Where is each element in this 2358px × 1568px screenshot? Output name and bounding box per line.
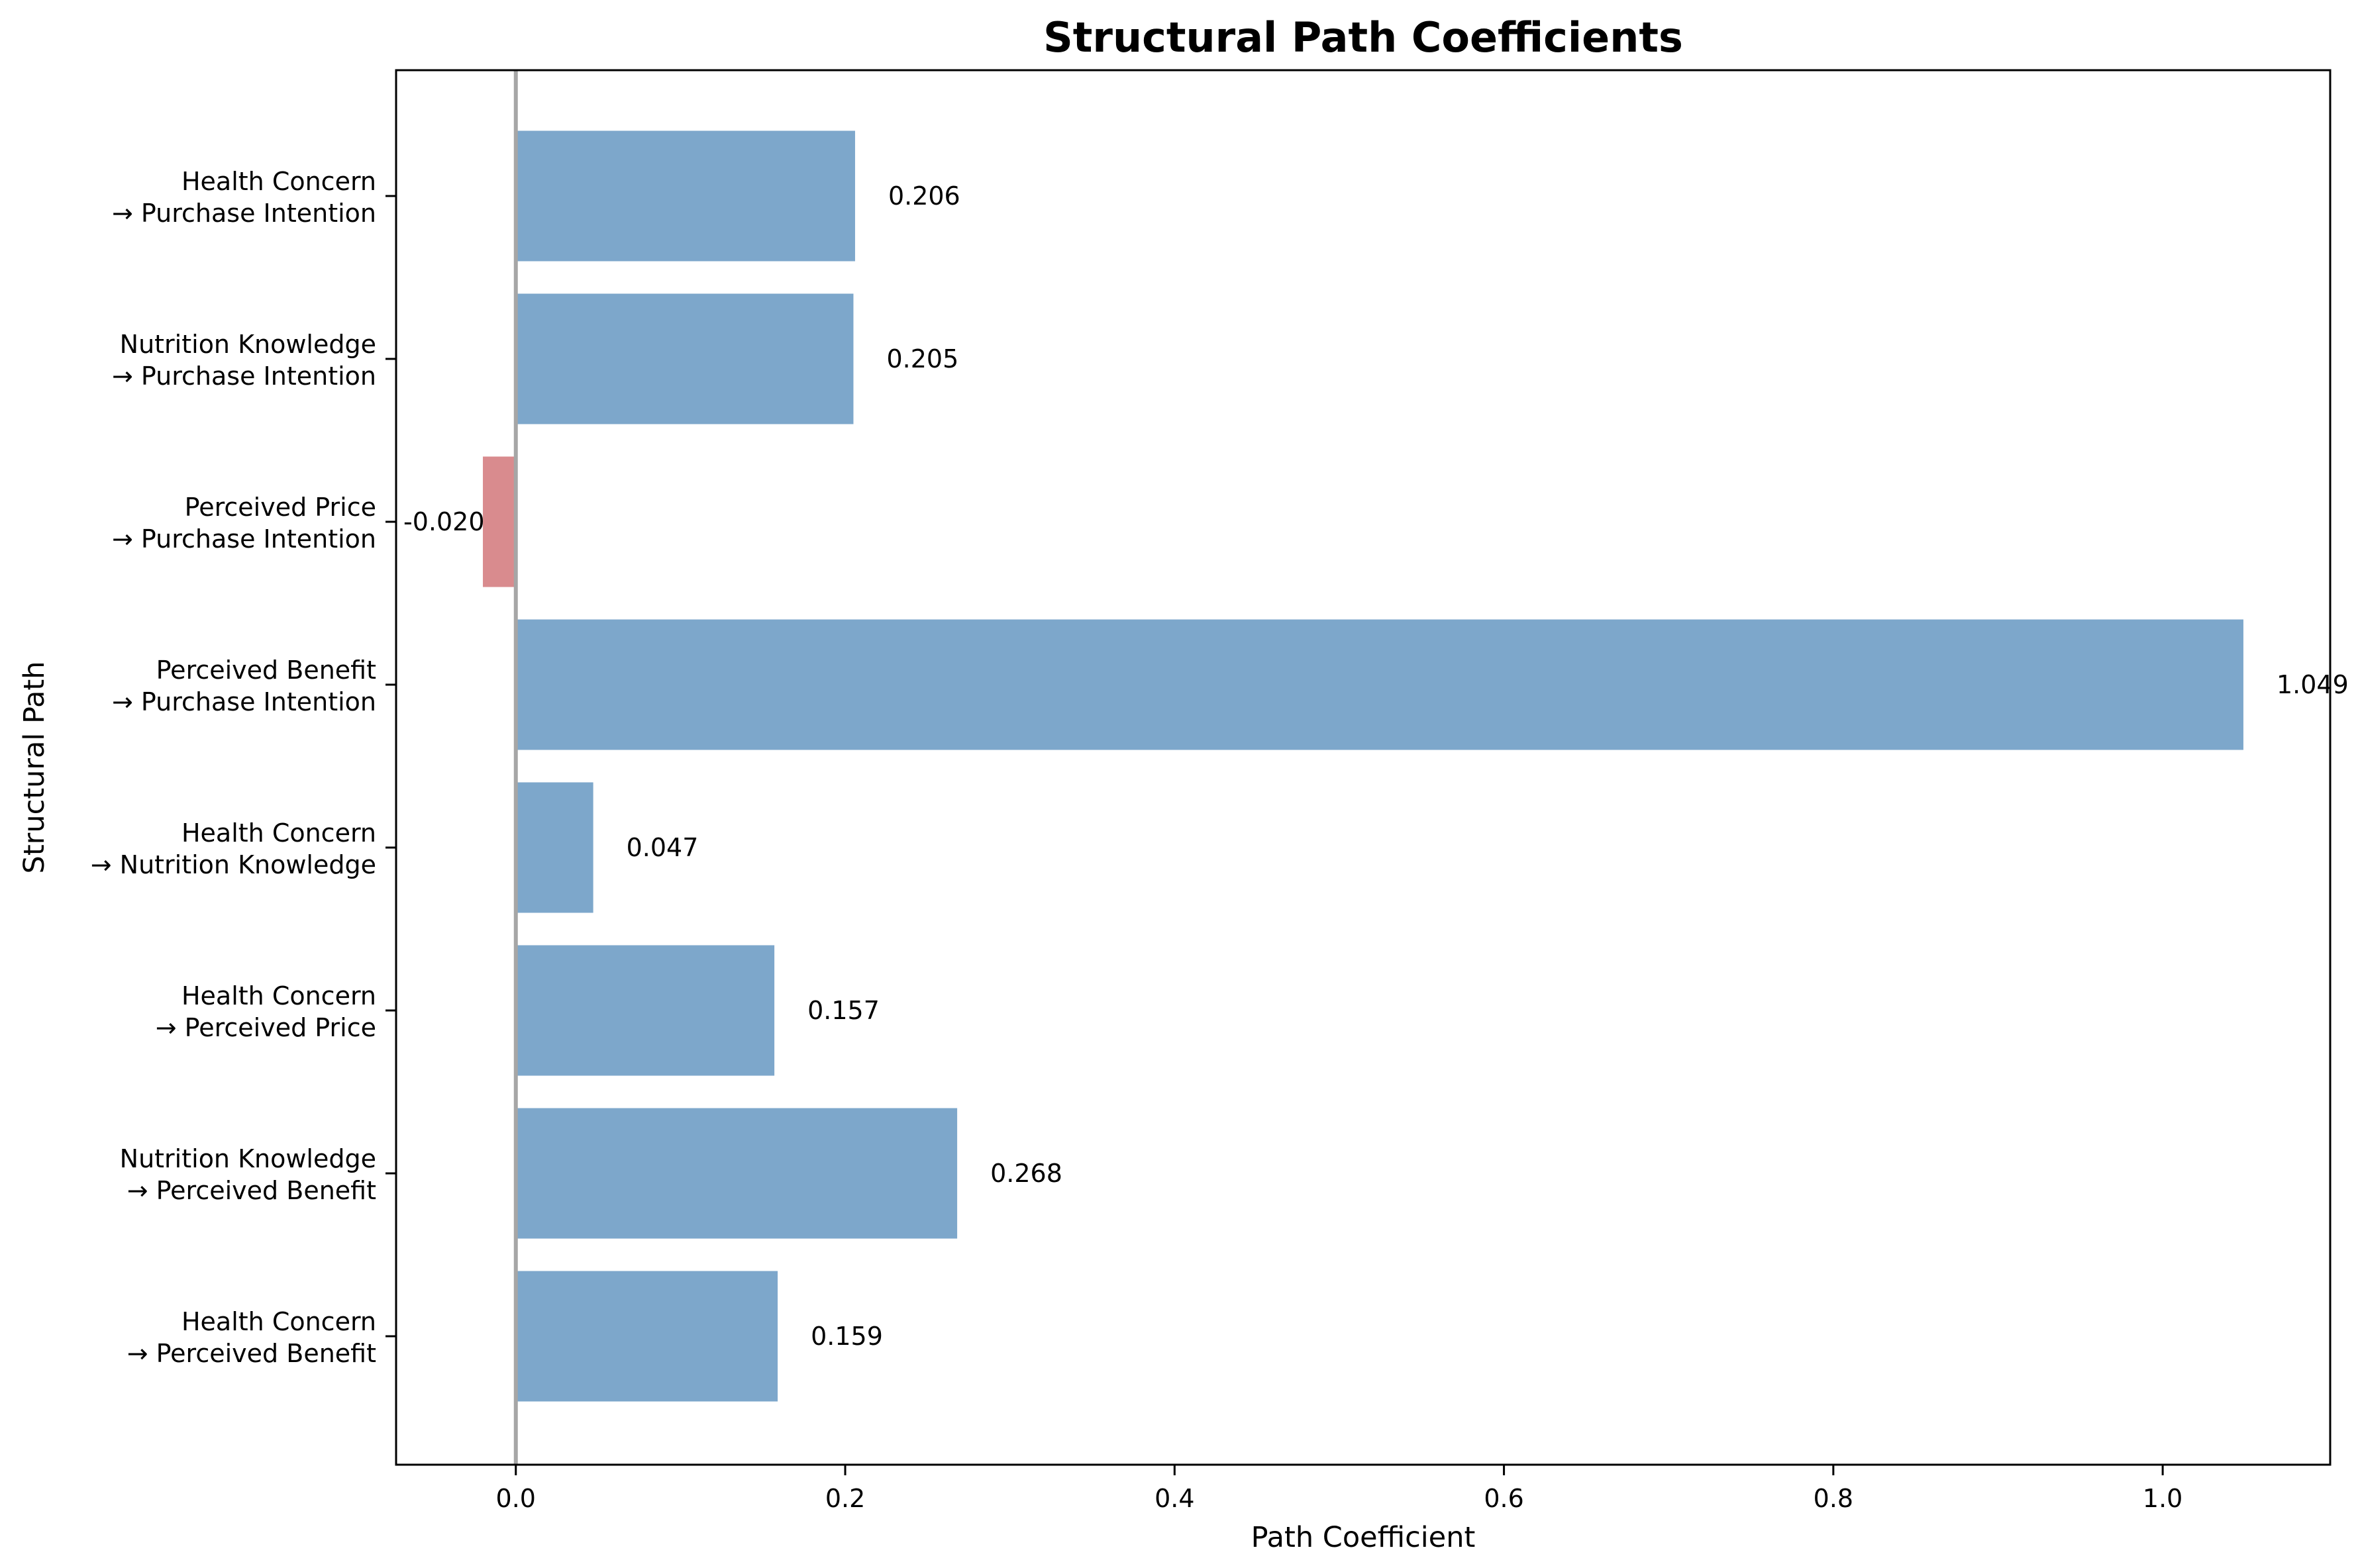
data-label: 0.157 xyxy=(807,996,880,1025)
bar xyxy=(515,130,855,262)
y-tick-label: Nutrition Knowledge → Perceived Benefit xyxy=(120,1144,376,1205)
data-label: 0.206 xyxy=(888,181,960,211)
y-tick-label: Perceived Benefit → Purchase Intention xyxy=(112,656,376,716)
bar xyxy=(515,782,593,913)
plot-frame xyxy=(395,69,2332,1466)
bar xyxy=(483,456,516,587)
bar xyxy=(515,1108,958,1239)
y-axis-ticks: Health Concern → Perceived Benefit Nutriti… xyxy=(91,167,396,1368)
data-label: 0.205 xyxy=(886,344,958,373)
x-tick-label: 0.4 xyxy=(1154,1484,1194,1513)
data-label: 0.268 xyxy=(990,1159,1062,1188)
data-label: 0.047 xyxy=(627,833,699,862)
bar xyxy=(515,1271,778,1402)
bar xyxy=(515,619,2243,750)
x-tick-label: 0.2 xyxy=(825,1484,865,1513)
bars-layer xyxy=(483,130,2243,1402)
x-axis-label: Path Coefficient xyxy=(1251,1521,1476,1554)
x-tick-label: 0.8 xyxy=(1814,1484,1853,1513)
chart-title: Structural Path Coefficients xyxy=(1043,13,1683,62)
y-tick-label: Perceived Price → Purchase Intention xyxy=(112,493,376,554)
y-tick-label: Health Concern → Perceived Benefit xyxy=(127,1307,376,1368)
y-tick-label: Health Concern → Purchase Intention xyxy=(112,167,376,228)
y-tick-label: Health Concern → Nutrition Knowledge xyxy=(91,818,376,879)
x-tick-label: 0.6 xyxy=(1484,1484,1523,1513)
x-tick-label: 1.0 xyxy=(2143,1484,2182,1513)
y-tick-label: Health Concern → Perceived Price xyxy=(156,981,376,1042)
data-labels-layer: 0.159 0.268 0.157 0.047 1.049 -0.020 0.205 0.20… xyxy=(403,181,2349,1351)
y-tick-label: Nutrition Knowledge → Purchase Intention xyxy=(112,330,376,391)
data-label: 1.049 xyxy=(2277,670,2349,699)
x-tick-label: 0.0 xyxy=(496,1484,536,1513)
bar xyxy=(515,293,854,424)
y-axis-label: Structural Path xyxy=(18,662,51,874)
bar xyxy=(515,945,775,1076)
data-label: -0.020 xyxy=(403,507,485,536)
data-label: 0.159 xyxy=(811,1322,883,1351)
x-axis-ticks: 0.0 0.2 0.4 0.6 0.8 1.0 xyxy=(496,1465,2182,1513)
